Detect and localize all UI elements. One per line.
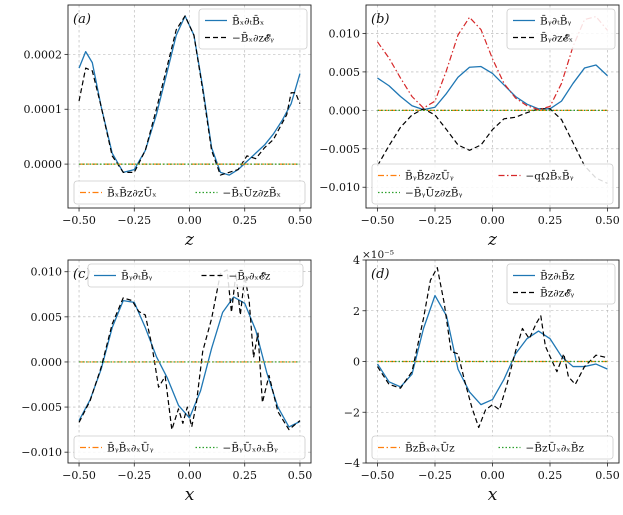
panel-c: −0.50 −0.25 0.00 0.25 0.50 −0.010 −0.005 0.000 0… bbox=[21, 259, 313, 505]
y-tick-label: 0.010 bbox=[31, 266, 63, 279]
series-group bbox=[78, 269, 301, 431]
x-tick-label: −0.25 bbox=[418, 469, 452, 482]
legend-box bbox=[73, 435, 306, 460]
x-tick-label: 0.25 bbox=[232, 469, 257, 482]
x-tick-label: 0.25 bbox=[538, 469, 563, 482]
y-tick-label: 0.000 bbox=[31, 356, 63, 369]
y-tick-label: −4 bbox=[344, 457, 360, 470]
legend-label: B̄ᵧ∂ₜB̄ᵧ bbox=[540, 15, 571, 28]
legend-1: B̄ₓ∂ₜB̄ₓ −B̄ₓ∂z𝓔̄ᵧ bbox=[198, 8, 308, 50]
x-tick-label: 0.25 bbox=[232, 214, 257, 227]
panel-label: (b) bbox=[371, 12, 389, 27]
legend-1: B̄ᵧ∂ₜB̄ᵧ −B̄ᵧ∂ₓ𝓔̄z bbox=[87, 263, 304, 288]
y-scale-label: ×10⁻⁵ bbox=[362, 249, 394, 261]
y-tick-label: 0.0000 bbox=[24, 158, 63, 171]
legend-label: B̄ₓ∂ₜB̄ₓ bbox=[232, 15, 264, 28]
legend-2: B̄ᵧB̄ₓ∂ₓŪᵧ −B̄ᵧŪₓ∂ₓB̄ᵧ bbox=[73, 435, 306, 460]
series-group bbox=[78, 15, 301, 176]
x-axis-label: x bbox=[185, 485, 195, 505]
panel-d: −0.50 −0.25 0.00 0.25 0.50 −4 −2 0 2 4 x (d) ×10⁻⁵ B̄… bbox=[344, 249, 620, 505]
y-tick-label: −0.010 bbox=[319, 181, 360, 194]
legend-1: B̄z∂ₜB̄z B̄z∂z𝓔̄ᵧ bbox=[506, 263, 616, 305]
y-tick-label: 0.0001 bbox=[24, 103, 63, 116]
x-axis-label: x bbox=[488, 485, 498, 505]
legend-label: B̄zB̄ₓ∂ₓŪz bbox=[405, 442, 455, 455]
series-line-0 bbox=[376, 294, 608, 406]
legend-label: B̄ₓB̄z∂zŪₓ bbox=[107, 187, 157, 200]
series-line-0 bbox=[78, 296, 301, 428]
legend-label: B̄ᵧ∂ₜB̄ᵧ bbox=[121, 270, 152, 283]
x-tick-label: 0.00 bbox=[177, 469, 202, 482]
series-line-1 bbox=[376, 108, 608, 184]
panel-label: (d) bbox=[371, 267, 389, 282]
x-tick-label: 0.00 bbox=[480, 214, 505, 227]
series-line-1 bbox=[376, 267, 608, 429]
legend-label: −B̄ₓŪz∂zB̄ₓ bbox=[223, 187, 281, 200]
legend-label: −qΩB̄ₓB̄ᵧ bbox=[526, 170, 574, 183]
legend-2: B̄zB̄ₓ∂ₓŪz −B̄zŪₓ∂ₓB̄z bbox=[371, 435, 614, 460]
legend-box bbox=[371, 163, 614, 205]
series-line-4 bbox=[377, 15, 608, 111]
x-tick-label: −0.25 bbox=[117, 214, 151, 227]
y-tick-label: 0 bbox=[353, 356, 360, 369]
series-line-0 bbox=[377, 64, 608, 111]
x-tick-label: 0.50 bbox=[288, 214, 313, 227]
legend-label: B̄ᵧB̄z∂zŪᵧ bbox=[405, 170, 454, 183]
legend-2: B̄ₓB̄z∂zŪₓ −B̄ₓŪz∂zB̄ₓ bbox=[73, 180, 306, 205]
legend-box bbox=[198, 8, 308, 50]
legend-label: B̄ᵧB̄ₓ∂ₓŪᵧ bbox=[107, 442, 154, 455]
y-tick-label: 0.005 bbox=[31, 311, 63, 324]
legend-box bbox=[73, 180, 306, 205]
legend-label: −B̄zŪₓ∂ₓB̄z bbox=[526, 442, 585, 455]
x-tick-label: −0.50 bbox=[361, 469, 395, 482]
x-tick-label: 0.25 bbox=[538, 214, 563, 227]
panel-b: −0.50 −0.25 0.00 0.25 0.50 −0.010 −0.005 0.000 0… bbox=[319, 4, 620, 250]
legend-label: −B̄ₓ∂z𝓔̄ᵧ bbox=[232, 32, 274, 45]
x-tick-label: −0.50 bbox=[62, 469, 96, 482]
legend-label: B̄z∂z𝓔̄ᵧ bbox=[540, 287, 574, 300]
y-tick-label: 0.010 bbox=[329, 27, 361, 40]
x-tick-label: 0.50 bbox=[595, 469, 620, 482]
y-tick-label: −2 bbox=[344, 406, 360, 419]
x-tick-label: 0.00 bbox=[177, 214, 202, 227]
legend-box bbox=[371, 435, 614, 460]
series-line-1 bbox=[78, 269, 301, 431]
y-tick-label: −0.010 bbox=[21, 446, 62, 459]
legend-box bbox=[506, 263, 616, 305]
legend-2: B̄ᵧB̄z∂zŪᵧ −qΩB̄ₓB̄ᵧ −B̄ᵧŪz∂zB̄ᵧ bbox=[371, 163, 614, 205]
series-line-1 bbox=[78, 15, 301, 176]
x-axis-label: z bbox=[184, 230, 195, 250]
y-tick-label: −0.005 bbox=[21, 401, 62, 414]
y-tick-label: 4 bbox=[353, 254, 360, 267]
panel-label: (c) bbox=[73, 267, 90, 282]
series-group bbox=[376, 267, 608, 429]
panel-label: (a) bbox=[73, 12, 91, 27]
x-tick-label: 0.00 bbox=[480, 469, 505, 482]
x-tick-label: −0.25 bbox=[117, 469, 151, 482]
x-tick-label: −0.50 bbox=[62, 214, 96, 227]
legend-box bbox=[87, 263, 304, 288]
legend-label: B̄z∂ₜB̄z bbox=[540, 270, 575, 283]
y-tick-label: 0.005 bbox=[329, 66, 361, 79]
x-tick-label: 0.50 bbox=[595, 214, 620, 227]
y-tick-label: 0.0002 bbox=[24, 48, 63, 61]
y-tick-label: 0.000 bbox=[329, 104, 361, 117]
legend-box bbox=[506, 8, 616, 50]
legend-label: B̄ᵧ∂z𝓔̄ₓ bbox=[540, 32, 573, 45]
legend-label: −B̄ᵧŪₓ∂ₓB̄ᵧ bbox=[223, 442, 278, 455]
legend-1: B̄ᵧ∂ₜB̄ᵧ B̄ᵧ∂z𝓔̄ₓ bbox=[506, 8, 616, 50]
x-tick-label: −0.50 bbox=[361, 214, 395, 227]
x-tick-label: −0.25 bbox=[418, 214, 452, 227]
y-tick-label: 2 bbox=[353, 305, 360, 318]
x-axis-label: z bbox=[487, 230, 498, 250]
legend-label: −B̄ᵧŪz∂zB̄ᵧ bbox=[405, 187, 463, 200]
panel-a: −0.50 −0.25 0.00 0.25 0.50 0.0000 0.0001 0.0002… bbox=[24, 4, 313, 250]
x-tick-label: 0.50 bbox=[288, 469, 313, 482]
legend-label: −B̄ᵧ∂ₓ𝓔̄z bbox=[229, 270, 271, 283]
y-tick-label: −0.005 bbox=[319, 143, 360, 156]
series-group bbox=[376, 15, 608, 184]
